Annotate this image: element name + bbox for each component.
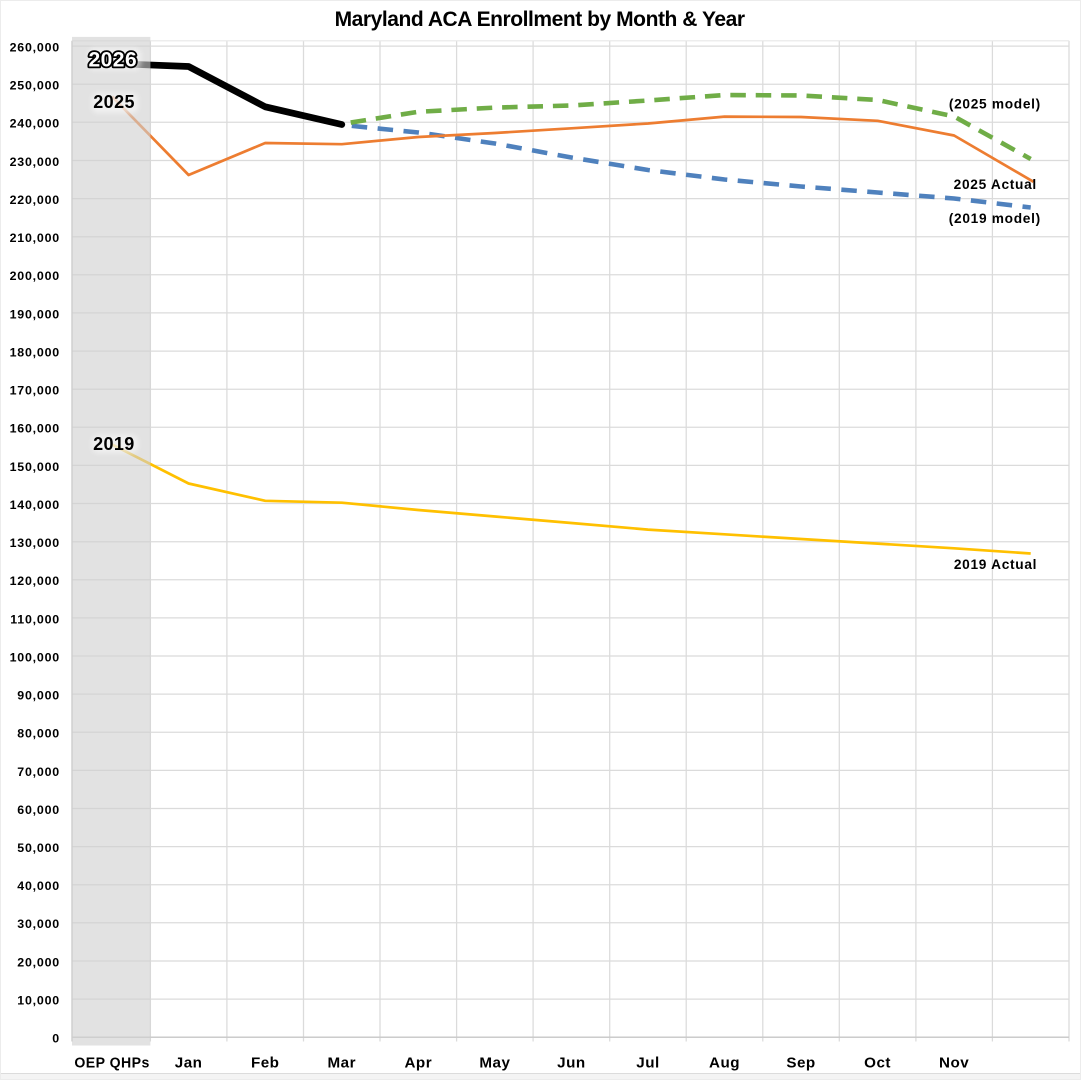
svg-text:20,000: 20,000 bbox=[17, 955, 60, 969]
svg-text:(2025 model): (2025 model) bbox=[949, 96, 1041, 111]
svg-text:160,000: 160,000 bbox=[10, 422, 60, 436]
svg-text:Nov: Nov bbox=[939, 1055, 969, 1072]
svg-text:Jan: Jan bbox=[175, 1055, 203, 1072]
svg-text:(2019 model): (2019 model) bbox=[949, 211, 1041, 226]
svg-text:40,000: 40,000 bbox=[17, 879, 60, 893]
svg-text:190,000: 190,000 bbox=[10, 307, 60, 321]
svg-text:Apr: Apr bbox=[404, 1055, 432, 1072]
svg-text:120,000: 120,000 bbox=[10, 574, 60, 588]
svg-text:110,000: 110,000 bbox=[10, 612, 60, 626]
svg-text:Oct: Oct bbox=[864, 1055, 891, 1072]
svg-text:30,000: 30,000 bbox=[17, 917, 60, 931]
svg-text:Jun: Jun bbox=[557, 1055, 586, 1072]
svg-text:210,000: 210,000 bbox=[10, 231, 60, 245]
svg-text:230,000: 230,000 bbox=[10, 155, 60, 169]
svg-text:2019: 2019 bbox=[93, 434, 135, 454]
svg-text:260,000: 260,000 bbox=[10, 41, 60, 55]
svg-text:100,000: 100,000 bbox=[10, 650, 60, 664]
svg-text:2026: 2026 bbox=[88, 48, 137, 71]
svg-text:0: 0 bbox=[52, 1032, 60, 1046]
svg-text:200,000: 200,000 bbox=[10, 269, 60, 283]
svg-text:140,000: 140,000 bbox=[10, 498, 60, 512]
svg-text:Sep: Sep bbox=[786, 1055, 815, 1072]
svg-text:Mar: Mar bbox=[328, 1055, 357, 1072]
svg-text:250,000: 250,000 bbox=[10, 79, 60, 93]
svg-text:80,000: 80,000 bbox=[17, 727, 60, 741]
svg-text:Aug: Aug bbox=[709, 1055, 740, 1072]
svg-text:170,000: 170,000 bbox=[10, 384, 60, 398]
svg-text:Feb: Feb bbox=[251, 1055, 280, 1072]
svg-text:220,000: 220,000 bbox=[10, 193, 60, 207]
svg-text:2019 Actual: 2019 Actual bbox=[954, 557, 1037, 572]
svg-text:60,000: 60,000 bbox=[17, 803, 60, 817]
svg-text:May: May bbox=[479, 1055, 510, 1072]
svg-text:Maryland ACA Enrollment by Mon: Maryland ACA Enrollment by Month & Year bbox=[335, 8, 745, 31]
svg-text:10,000: 10,000 bbox=[17, 994, 60, 1008]
svg-text:50,000: 50,000 bbox=[17, 841, 60, 855]
svg-text:2025 Actual: 2025 Actual bbox=[954, 177, 1037, 192]
svg-text:240,000: 240,000 bbox=[10, 117, 60, 131]
svg-text:Jul: Jul bbox=[636, 1055, 659, 1072]
svg-text:180,000: 180,000 bbox=[10, 346, 60, 360]
svg-text:90,000: 90,000 bbox=[17, 689, 60, 703]
svg-text:150,000: 150,000 bbox=[10, 460, 60, 474]
svg-text:70,000: 70,000 bbox=[17, 765, 60, 779]
svg-text:OEP QHPs: OEP QHPs bbox=[74, 1055, 150, 1072]
svg-text:2025: 2025 bbox=[93, 92, 135, 112]
svg-text:130,000: 130,000 bbox=[10, 536, 60, 550]
